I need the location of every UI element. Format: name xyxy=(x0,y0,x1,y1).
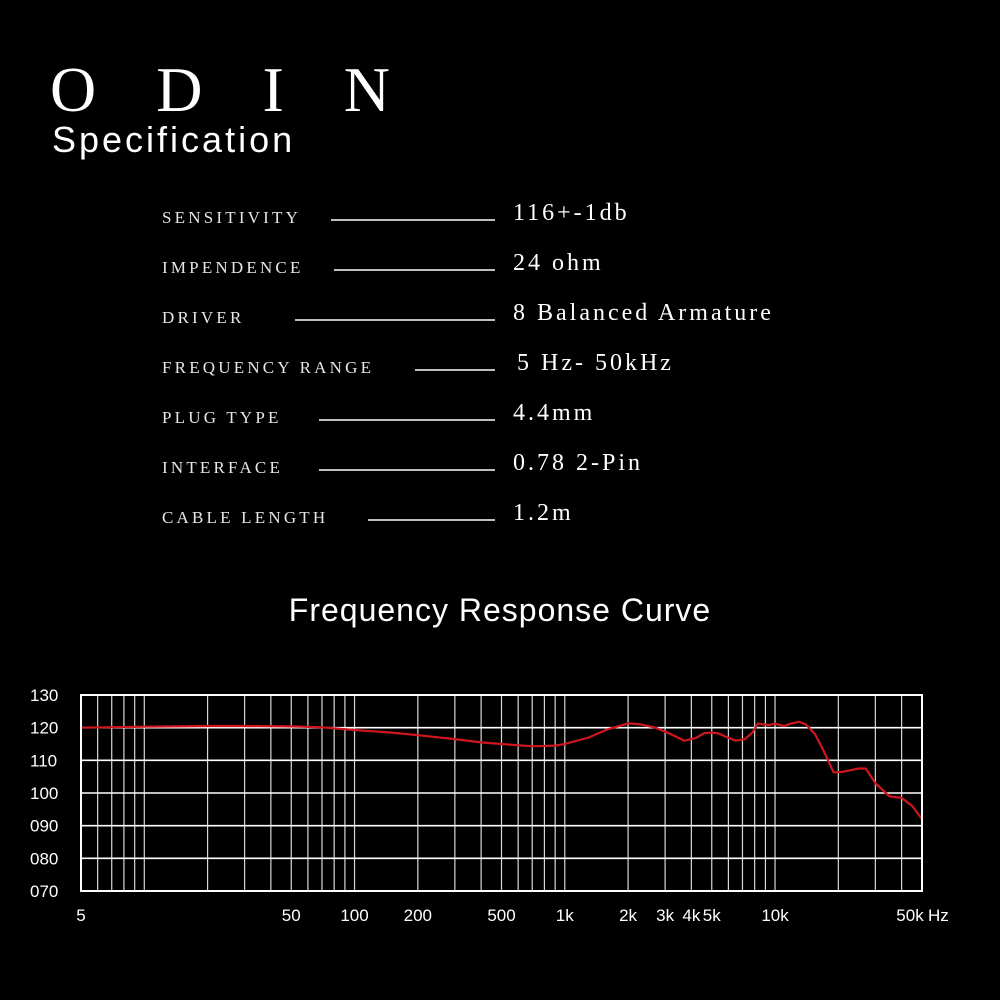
spec-row-plug-type: Plug Type 4.4mm xyxy=(0,400,1000,440)
spec-value: 4.4mm xyxy=(513,400,596,426)
spec-divider xyxy=(368,519,495,521)
spec-value: 1.2m xyxy=(513,500,574,526)
spec-label: Interface xyxy=(162,458,284,477)
x-tick-label: 10k xyxy=(761,906,789,925)
y-tick-label: 070 xyxy=(30,882,58,901)
spec-value: 5 Hz- 50kHz xyxy=(517,350,674,376)
spec-divider xyxy=(331,219,495,221)
x-tick-label: 200 xyxy=(404,906,432,925)
spec-divider xyxy=(319,469,495,471)
spec-row-interface: Interface 0.78 2-Pin xyxy=(0,450,1000,490)
x-tick-label: 1k xyxy=(556,906,574,925)
spec-row-driver: Driver 8 Balanced Armature xyxy=(0,300,1000,340)
x-tick-label: 50k xyxy=(896,906,924,925)
brand-title: O D I N xyxy=(50,54,412,125)
spec-divider xyxy=(295,319,495,321)
spec-row-cable-length: Cable Length 1.2m xyxy=(0,500,1000,540)
x-tick-label: 2k xyxy=(619,906,637,925)
x-tick-label: 500 xyxy=(487,906,515,925)
y-tick-label: 110 xyxy=(30,751,57,770)
spec-value: 24 ohm xyxy=(513,250,604,276)
spec-label: Frequency Range xyxy=(162,358,375,377)
spec-label: Plug Type xyxy=(162,408,282,427)
y-tick-label: 100 xyxy=(30,784,58,803)
x-tick-label: 5k xyxy=(703,906,721,925)
spec-divider xyxy=(415,369,495,371)
spec-divider xyxy=(334,269,495,271)
spec-divider xyxy=(319,419,495,421)
spec-value: 0.78 2-Pin xyxy=(513,450,644,476)
x-tick-label: 100 xyxy=(340,906,368,925)
y-tick-label: 080 xyxy=(30,849,58,868)
spec-row-sensitivity: Sensitivity 116+-1db xyxy=(0,200,1000,240)
x-tick-label: 5 xyxy=(76,906,85,925)
x-tick-label: 4k xyxy=(682,906,700,925)
series-line xyxy=(80,720,923,820)
x-tick-label: 3k xyxy=(656,906,674,925)
spec-label: Impendence xyxy=(162,258,304,277)
y-tick-label: 090 xyxy=(30,817,58,836)
spec-label: Cable Length xyxy=(162,508,329,527)
chart-title: Frequency Response Curve xyxy=(288,592,712,628)
y-tick-label: 130 xyxy=(30,686,58,705)
y-tick-label: 120 xyxy=(30,719,58,738)
page-subtitle: Specification xyxy=(52,119,296,160)
spec-row-impedance: Impendence 24 ohm xyxy=(0,250,1000,290)
spec-value: 116+-1db xyxy=(513,200,630,226)
spec-row-frequency-range: Frequency Range 5 Hz- 50kHz xyxy=(0,350,1000,390)
spec-label: Sensitivity xyxy=(162,208,302,227)
x-axis-unit: Hz xyxy=(928,906,949,925)
spec-value: 8 Balanced Armature xyxy=(513,300,774,326)
plot-frame xyxy=(80,694,923,892)
x-tick-label: 50 xyxy=(282,906,301,925)
spec-label: Driver xyxy=(162,308,245,327)
